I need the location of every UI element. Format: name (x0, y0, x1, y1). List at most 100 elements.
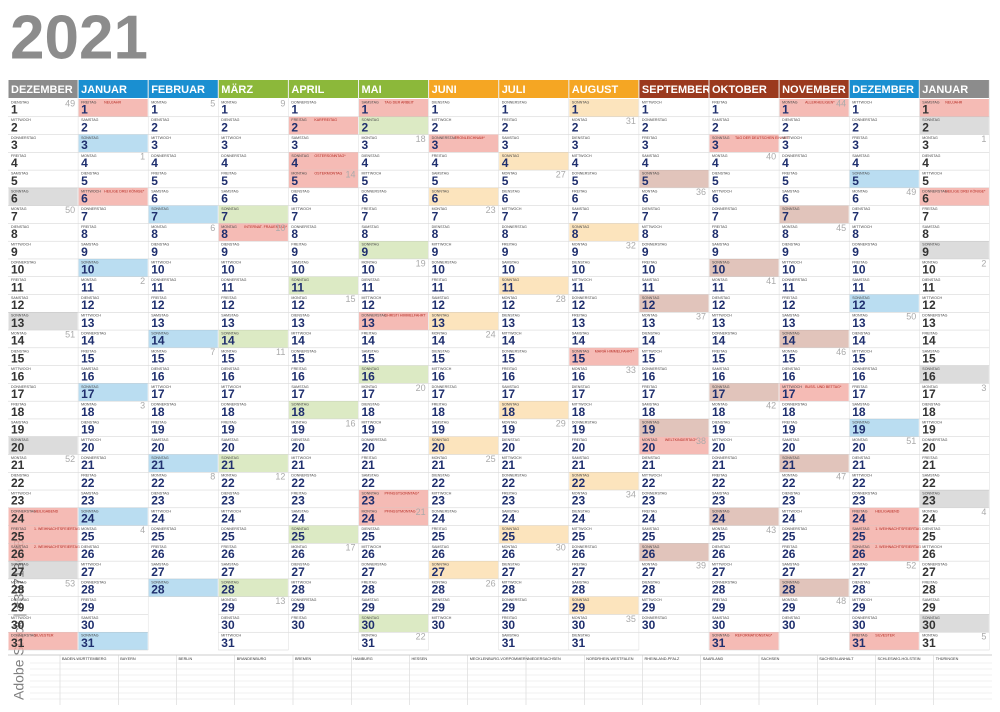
day-number: 24 (151, 511, 165, 525)
day-number: 5 (852, 174, 859, 188)
weekday: DONNERSTAG (502, 349, 527, 353)
weekday: FREITAG (81, 598, 97, 602)
weekday: MITTWOCH (221, 385, 241, 389)
day-number: 11 (502, 280, 515, 294)
day-number: 7 (151, 209, 158, 223)
weekday: FREITAG (852, 385, 868, 389)
weekday: MONTAG (432, 456, 448, 460)
weekday: SONNTAG (432, 563, 450, 567)
day-number: 26 (11, 547, 25, 561)
day-number: 16 (432, 369, 446, 383)
weekday: MITTWOCH (502, 332, 522, 336)
weekday: DONNERSTAG (572, 545, 597, 549)
day-number: 17 (572, 387, 586, 401)
weekday: DIENSTAG (852, 207, 870, 211)
day-number: 23 (291, 494, 305, 508)
day-number: 30 (852, 618, 866, 632)
day-number: 10 (81, 263, 95, 277)
day-number: 16 (642, 369, 656, 383)
weekday: FREITAG (712, 225, 728, 229)
day-number: 8 (291, 227, 298, 241)
weekday: MONTAG (151, 225, 167, 229)
day-number: 21 (852, 458, 866, 472)
weekday: FREITAG (852, 136, 868, 140)
day-number: 3 (852, 138, 859, 152)
weekday: SAMSTAG (852, 278, 870, 282)
day-number: 3 (432, 138, 439, 152)
day-number: 19 (782, 423, 796, 437)
weekday: MITTWOCH (362, 296, 382, 300)
day-number: 9 (502, 245, 509, 259)
weekday: DIENSTAG (151, 367, 169, 371)
holiday-name: TAG DER ARBEIT (385, 100, 415, 104)
week-number: 41 (766, 276, 776, 286)
day-number: 3 (11, 138, 18, 152)
state-name: BERLIN (179, 657, 193, 661)
weekday: DIENSTAG (81, 545, 99, 549)
day-number: 4 (151, 156, 158, 170)
day-number: 31 (502, 636, 516, 650)
weekday: FREITAG (852, 260, 868, 264)
day-number: 30 (81, 618, 95, 632)
day-number: 9 (221, 245, 228, 259)
day-number: 26 (572, 547, 586, 561)
weekday: FREITAG (291, 367, 307, 371)
weekday: DONNERSTAG (502, 100, 527, 104)
week-number: 19 (416, 258, 426, 268)
day-number: 13 (642, 316, 656, 330)
month-name: JANUAR (81, 84, 127, 96)
weekday: SAMSTAG (11, 545, 29, 549)
day-number: 1 (642, 103, 649, 117)
day-number: 23 (81, 494, 95, 508)
week-number: 51 (65, 329, 75, 339)
day-number: 21 (11, 458, 25, 472)
week-number: 51 (906, 436, 916, 446)
weekday: MITTWOCH (81, 189, 101, 193)
weekday: SONNTAG (642, 296, 660, 300)
day-number: 30 (11, 618, 25, 632)
weekday: DONNERSTAG (362, 438, 387, 442)
weekday: MONTAG (782, 598, 798, 602)
weekday: DIENSTAG (11, 100, 29, 104)
day-number: 21 (712, 458, 726, 472)
month-header-bg (499, 80, 569, 98)
holiday-name: HEILIGABEND (34, 509, 59, 513)
month-name: FEBRUAR (151, 84, 205, 96)
weekday: FREITAG (362, 332, 378, 336)
day-number: 4 (291, 156, 298, 170)
sunday-bg (78, 632, 148, 650)
day-number: 30 (291, 618, 305, 632)
weekday: SAMSTAG (502, 634, 520, 638)
weekday: FREITAG (572, 563, 588, 567)
day-number: 22 (642, 476, 656, 490)
sunday-bg (639, 543, 709, 562)
holiday-name: HEILIGE DREI KÖNIGE* (945, 189, 986, 193)
month-name: MAI (362, 84, 382, 96)
week-number: 49 (906, 187, 916, 197)
holiday-name: PFINGSTMONTAG (385, 509, 416, 513)
weekday: SAMSTAG (362, 225, 380, 229)
weekday: DIENSTAG (291, 189, 309, 193)
state-name: BREMEN (295, 657, 312, 661)
weekday: MITTWOCH (291, 580, 311, 584)
weekday: DIENSTAG (11, 225, 29, 229)
weekday: SONNTAG (712, 634, 730, 638)
weekday: MONTAG (782, 100, 798, 104)
weekday: MONTAG (572, 118, 588, 122)
sunday-bg (709, 258, 779, 277)
weekday: MONTAG (922, 136, 938, 140)
day-number: 9 (712, 245, 719, 259)
day-number: 12 (572, 298, 586, 312)
weekday: DONNERSTAG (572, 420, 597, 424)
day-number: 5 (572, 174, 579, 188)
day-number: 7 (221, 209, 228, 223)
holiday-bg (779, 383, 849, 402)
week-number: 3 (981, 383, 986, 393)
weekday: FREITAG (782, 172, 798, 176)
day-number: 14 (151, 334, 165, 348)
weekday: DONNERSTAG (11, 509, 36, 513)
day-number: 26 (502, 547, 516, 561)
weekday: DONNERSTAG (362, 563, 387, 567)
weekday: MONTAG (572, 367, 588, 371)
